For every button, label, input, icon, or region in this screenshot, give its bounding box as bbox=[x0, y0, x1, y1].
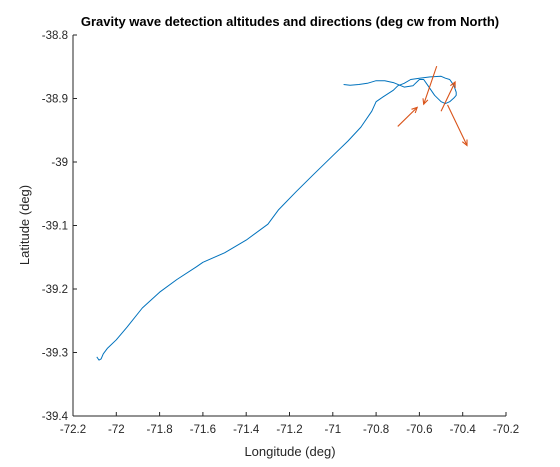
direction-arrow bbox=[440, 80, 456, 112]
series-layer bbox=[96, 75, 457, 361]
x-tick-label: -71.6 bbox=[190, 424, 216, 436]
x-tick-label: -70.6 bbox=[406, 424, 432, 436]
direction-arrow bbox=[447, 104, 468, 147]
trajectory-line bbox=[96, 75, 457, 361]
x-tick-label: -71.4 bbox=[233, 424, 260, 436]
y-tick-label: -39.1 bbox=[42, 221, 68, 233]
y-tick-label: -39.3 bbox=[42, 348, 68, 360]
x-tick-label: -70.4 bbox=[450, 424, 477, 436]
tick-layer: -72.2 -72 -71.8 -71.6 -71.4 -71.2 -71 -70.8 -70.… bbox=[42, 30, 519, 436]
x-tick-label: -70.8 bbox=[363, 424, 389, 436]
arrow-layer bbox=[397, 65, 468, 147]
y-axis-label: Latitude (deg) bbox=[17, 185, 32, 265]
y-tick-label: -39.2 bbox=[42, 284, 68, 296]
x-axis-label: Longitude (deg) bbox=[244, 444, 335, 459]
x-tick-label: -72.2 bbox=[60, 424, 86, 436]
x-tick-label: -71.2 bbox=[276, 424, 302, 436]
direction-arrow bbox=[422, 65, 438, 106]
axes-frame bbox=[72, 35, 506, 417]
x-tick-label: -71.8 bbox=[146, 424, 172, 436]
x-tick-label: -72 bbox=[108, 424, 125, 436]
direction-arrow bbox=[397, 106, 419, 127]
y-tick-label: -38.9 bbox=[42, 94, 68, 106]
y-tick-label: -39.4 bbox=[42, 411, 69, 423]
x-tick-label: -71 bbox=[324, 424, 341, 436]
x-tick-label: -70.2 bbox=[493, 424, 519, 436]
y-tick-label: -39 bbox=[51, 157, 68, 169]
chart-title: Gravity wave detection altitudes and dir… bbox=[81, 14, 499, 29]
y-tick-label: -38.8 bbox=[42, 30, 68, 42]
